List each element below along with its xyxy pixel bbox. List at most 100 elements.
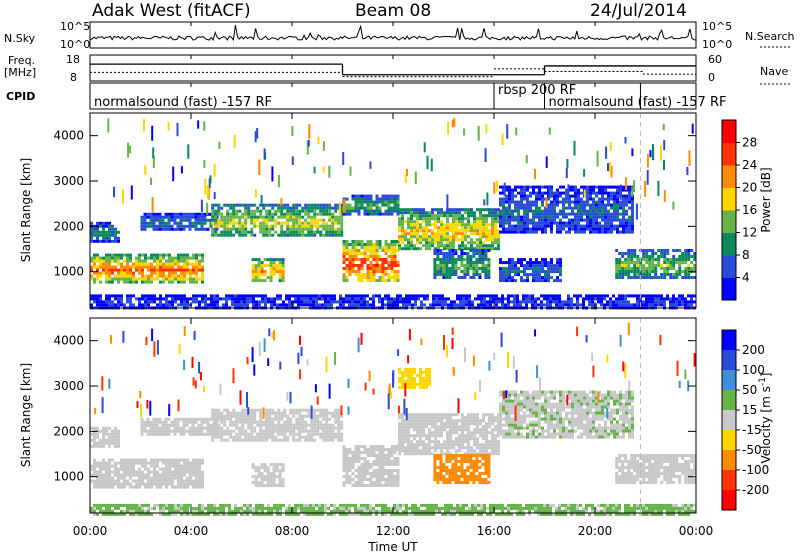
heat-cell [337,227,341,231]
heat-cell [159,303,162,307]
heat-cell [464,232,467,236]
heat-cell [345,212,349,216]
heat-cell [111,303,114,307]
heat-cell [501,300,504,304]
heat-cell [648,261,652,264]
heat-cell [375,194,379,198]
heat-cell [514,279,517,283]
heat-cell [407,244,410,248]
heat-cell [369,279,373,282]
heat-cell [654,252,658,255]
heat-cell [260,481,264,485]
heat-cell [156,277,159,281]
heat-cell [313,221,317,225]
heat-cell [448,258,452,261]
heat-cell [366,294,369,298]
heat-cell [147,476,150,480]
heat-cell [215,227,219,231]
heat-speckle [203,159,206,168]
heat-cell [654,267,658,270]
heat-cell [461,241,464,245]
heat-cell [401,422,404,426]
heat-cell [138,259,141,263]
heat-cell [254,484,258,488]
heat-cell [531,297,534,301]
heat-cell [455,238,458,242]
heat-cell [250,423,254,427]
heat-cell [177,274,180,278]
heat-cell [195,485,198,489]
heat-cell [553,264,556,268]
heat-cell [214,426,218,430]
heat-cell [266,264,270,268]
heat-cell [666,264,670,267]
heat-cell [416,247,419,251]
heat-cell [480,300,483,304]
heat-cell [217,203,221,207]
heat-cell [337,438,341,442]
heat-cell [105,280,108,284]
heat-cell [363,484,367,487]
heat-cell [263,270,267,274]
heat-cell [105,467,108,471]
heat-cell [186,467,189,471]
heat-cell [491,223,494,227]
heat-cell [666,267,670,270]
heat-cell [306,297,309,301]
heat-cell [407,238,410,242]
heat-cell [289,411,293,415]
heat-cell [357,194,361,198]
heat-cell [568,200,571,204]
heat-cell [357,240,361,243]
heat-cell [312,294,315,298]
heat-cell [105,256,108,260]
heat-cell [390,261,394,264]
heat-cell [618,294,621,298]
heat-cell [174,259,177,263]
heat-cell [642,303,645,307]
heat-cell [645,258,649,261]
heat-cell [217,221,221,225]
heat-cell [102,426,105,430]
heat-cell [381,273,385,276]
heat-cell [438,300,441,304]
heat-cell [351,240,355,243]
heat-cell [301,227,305,231]
heat-cell [622,221,625,225]
heat-cell [146,212,150,216]
heat-cell [278,273,282,277]
heat-cell [180,259,183,263]
heat-cell [274,435,278,439]
heat-cell [331,218,335,222]
heat-cell [214,233,218,237]
heat-cell [407,223,410,227]
heat-cell [464,226,467,230]
heat-cell [360,194,364,198]
heat-cell [684,300,687,304]
heat-cell [619,203,622,207]
heat-cell [108,435,111,439]
heat-cell [684,255,688,258]
heat-cell [286,438,290,442]
heat-cell [286,215,290,219]
heat-cell [90,467,93,471]
heat-cell [152,420,156,424]
heat-cell [360,240,364,243]
heat-cell [526,209,529,213]
heat-cell [250,426,254,430]
heat-cell [211,203,215,207]
heat-cell [372,448,376,451]
heat-cell [476,229,479,233]
heat-cell [628,218,631,222]
heat-cell [277,438,281,442]
heat-cell [589,215,592,219]
heat-cell [452,223,455,227]
heat-cell [601,188,604,192]
heat-cell [315,297,318,301]
heat-cell [615,258,619,261]
heat-cell [153,479,156,483]
heat-cell [197,221,201,225]
heat-cell [316,408,320,412]
heat-cell [613,197,616,201]
heat-cell [111,464,114,468]
